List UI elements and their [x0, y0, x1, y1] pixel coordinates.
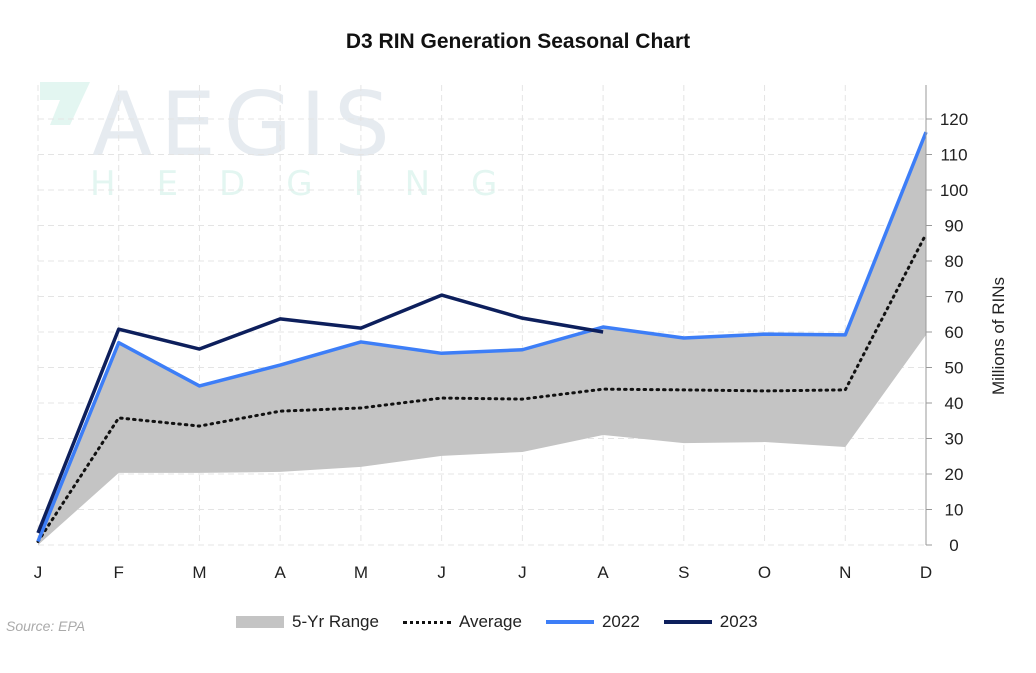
y-tick-label: 40	[945, 394, 964, 413]
y-tick-label: 20	[945, 465, 964, 484]
y-tick-label: 90	[945, 217, 964, 236]
y-tick-label: 10	[945, 501, 964, 520]
x-tick-label: J	[34, 563, 43, 582]
x-tick-label: O	[758, 563, 771, 582]
range-area	[38, 132, 926, 545]
y-tick-label: 100	[940, 181, 968, 200]
series-line-average	[36, 232, 928, 543]
y-tick-label: 80	[945, 252, 964, 271]
legend-item-average: Average	[402, 612, 522, 632]
chart-title: D3 RIN Generation Seasonal Chart	[345, 30, 691, 53]
x-tick-label: J	[437, 563, 446, 582]
x-tick-label: A	[275, 563, 287, 582]
x-tick-label: N	[839, 563, 851, 582]
y-tick-label: 60	[945, 323, 964, 342]
source-note: Source: EPA	[6, 618, 86, 634]
y-tick-label: 70	[945, 288, 964, 307]
y-tick-label: 0	[949, 536, 958, 555]
grid	[37, 85, 927, 546]
y-tick-label: 30	[945, 430, 964, 449]
x-tick-label: J	[518, 563, 527, 582]
legend-item-2023: 2023	[663, 612, 758, 632]
x-tick-label: D	[920, 563, 932, 582]
svg-text:HEDGING: HEDGING	[90, 164, 538, 204]
legend: 5-Yr Range Average 2022 2023	[236, 612, 782, 632]
watermark-logo: AEGIS HEDGING	[40, 73, 538, 204]
y-tick-label: 120	[940, 110, 968, 129]
y-axis-label: Millions of RINs	[989, 277, 1008, 395]
legend-item-range: 5-Yr Range	[236, 612, 379, 632]
y-tick-label: 50	[945, 359, 964, 378]
series-line-2022	[36, 131, 928, 543]
x-tick-label: S	[678, 563, 689, 582]
x-tick-label: F	[114, 563, 124, 582]
x-tick-label: A	[597, 563, 609, 582]
x-tick-label: M	[354, 563, 368, 582]
y-tick-label: 110	[940, 146, 967, 165]
svg-text:AEGIS: AEGIS	[92, 73, 398, 176]
series-line-2023	[36, 293, 604, 534]
x-tick-label: M	[192, 563, 206, 582]
legend-item-2022: 2022	[545, 612, 640, 632]
